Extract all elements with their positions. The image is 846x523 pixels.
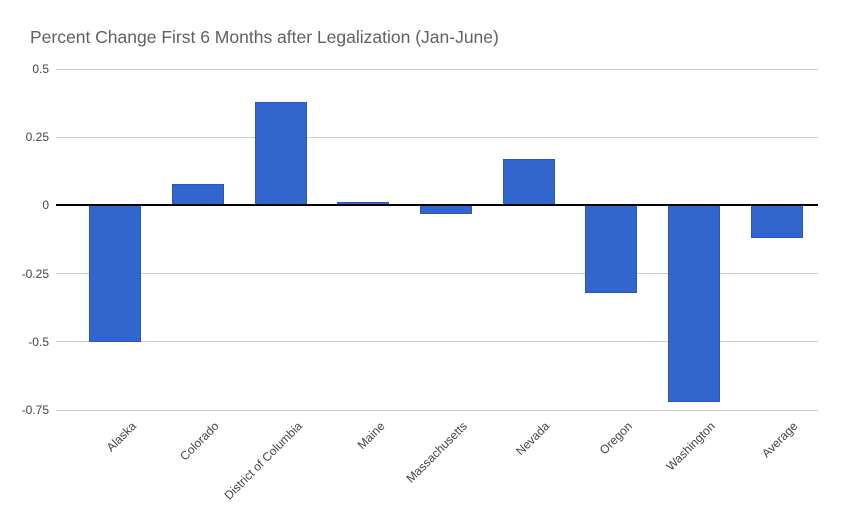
bar-washington[interactable] bbox=[668, 205, 720, 402]
gridline bbox=[56, 273, 818, 275]
zero-axis-line bbox=[56, 204, 818, 207]
y-tick-label: 0.25 bbox=[25, 130, 49, 145]
chart-title: Percent Change First 6 Months after Lega… bbox=[30, 27, 499, 47]
y-tick-label: 0.5 bbox=[32, 62, 49, 76]
y-tick-label: -0.75 bbox=[21, 403, 49, 417]
y-tick-label: -0.25 bbox=[21, 266, 49, 281]
bar-colorado[interactable] bbox=[172, 183, 224, 206]
y-tick-label: 0 bbox=[42, 198, 49, 213]
bar-massachusetts[interactable] bbox=[420, 205, 472, 214]
x-axis-label: Massachusetts bbox=[403, 419, 470, 486]
x-axis-label: Average bbox=[759, 419, 801, 461]
y-tick-label: -0.5 bbox=[28, 334, 49, 349]
gridline bbox=[56, 136, 818, 138]
x-axis-label: Nevada bbox=[513, 419, 553, 459]
gridline bbox=[56, 409, 818, 411]
x-axis-label: District of Columbia bbox=[221, 419, 305, 503]
x-axis-label: Oregon bbox=[597, 419, 636, 458]
bar-district-of-columbia[interactable] bbox=[254, 101, 307, 206]
x-axis-label: Alaska bbox=[103, 419, 140, 455]
bar-alaska[interactable] bbox=[89, 205, 142, 342]
bar-average[interactable] bbox=[750, 205, 803, 239]
bar-nevada[interactable] bbox=[502, 159, 555, 206]
x-axis-label: Washington bbox=[663, 419, 718, 474]
gridline bbox=[56, 68, 818, 70]
x-axis-label: Colorado bbox=[177, 419, 222, 464]
bar-oregon[interactable] bbox=[585, 205, 638, 293]
x-axis-label: Maine bbox=[354, 419, 388, 453]
gridline bbox=[56, 341, 818, 343]
